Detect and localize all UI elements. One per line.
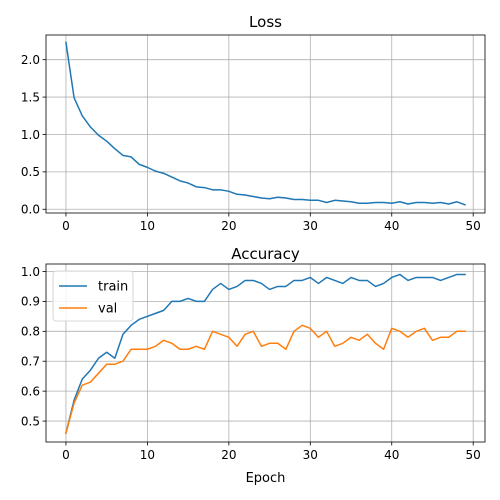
accuracy-chart-x-tick-label: 40 bbox=[384, 448, 399, 462]
loss-chart-x-tick-label: 10 bbox=[140, 219, 155, 233]
loss-chart-x-tick-label: 50 bbox=[466, 219, 481, 233]
accuracy-chart-x-tick-label: 10 bbox=[140, 448, 155, 462]
loss-chart-title: Loss bbox=[249, 13, 282, 31]
accuracy-chart-legend-label-train: train bbox=[98, 280, 128, 295]
accuracy-chart-y-tick-label: 0.7 bbox=[21, 355, 40, 369]
loss-chart-series-train-line bbox=[65, 41, 467, 206]
loss-chart-x-tick-label: 40 bbox=[384, 219, 399, 233]
accuracy-chart-x-tick-label: 20 bbox=[221, 448, 236, 462]
loss-chart-axes-frame bbox=[45, 34, 486, 214]
accuracy-chart-x-tick-label: 50 bbox=[466, 448, 481, 462]
accuracy-chart-axes-frame bbox=[45, 263, 486, 443]
accuracy-chart-y-tick-label: 0.5 bbox=[21, 414, 40, 428]
loss-chart-x-tick-label: 20 bbox=[221, 219, 236, 233]
accuracy-chart-title: Accuracy bbox=[231, 245, 300, 263]
loss-chart-y-tick-label: 0.5 bbox=[21, 165, 40, 179]
accuracy-chart-series-val-line bbox=[65, 324, 466, 434]
accuracy-chart-y-tick-label: 0.6 bbox=[21, 384, 40, 398]
accuracy-chart: Accuracy Epoch 0 10 20 30 40 50 0.5 0.6 0.7 0.8 0.… bbox=[21, 245, 486, 486]
loss-chart-x-tick-label: 30 bbox=[303, 219, 318, 233]
accuracy-chart-legend: train val bbox=[52, 270, 134, 322]
accuracy-chart-x-tick-label: 30 bbox=[303, 448, 318, 462]
accuracy-chart-y-tick-label: 0.8 bbox=[21, 325, 40, 339]
accuracy-chart-y-tick-label: 1.0 bbox=[21, 265, 40, 279]
loss-chart-y-tick-label: 2.0 bbox=[21, 53, 40, 67]
loss-chart-y-tick-label: 1.5 bbox=[21, 90, 40, 104]
accuracy-chart-legend-box bbox=[52, 270, 134, 322]
accuracy-chart-series-train-line bbox=[65, 273, 466, 434]
accuracy-chart-x-tick-label: 0 bbox=[62, 448, 70, 462]
accuracy-chart-legend-label-val: val bbox=[98, 302, 117, 317]
loss-chart-y-tick-label: 0.0 bbox=[21, 203, 40, 217]
accuracy-chart-x-axis-label: Epoch bbox=[246, 471, 286, 486]
accuracy-chart-y-tick-label: 0.9 bbox=[21, 295, 40, 309]
loss-chart: Loss 0 10 20 30 40 50 0.0 0.5 1.0 1.5 2.0 bbox=[21, 13, 486, 233]
loss-chart-x-tick-label: 0 bbox=[62, 219, 70, 233]
loss-chart-y-tick-label: 1.0 bbox=[21, 128, 40, 142]
